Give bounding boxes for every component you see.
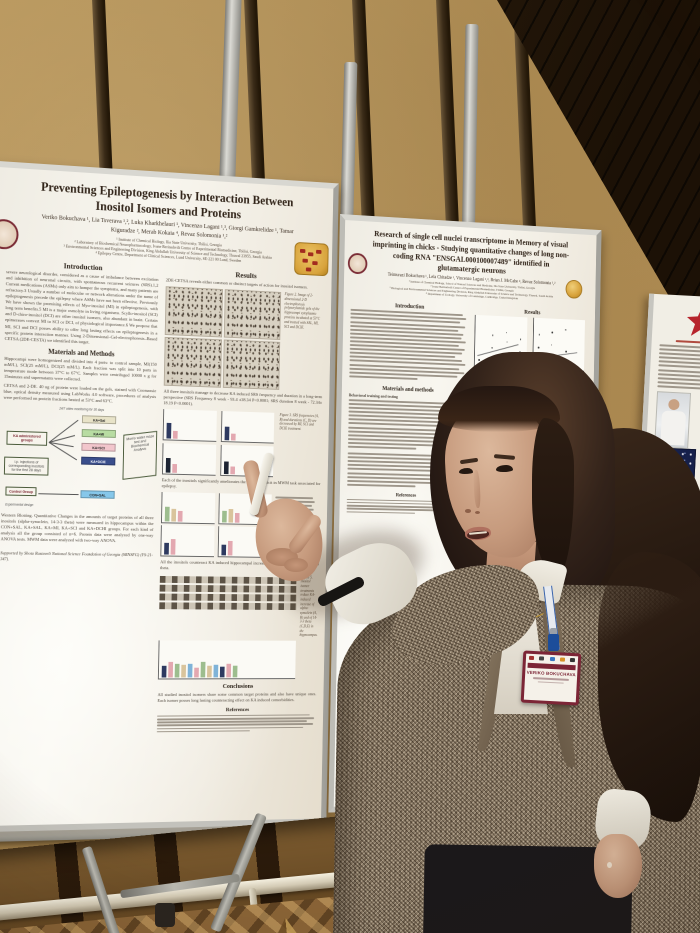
badge-logo-icon bbox=[549, 656, 555, 662]
badge-logo-icon bbox=[569, 657, 576, 663]
eye bbox=[459, 468, 473, 474]
nostril bbox=[465, 509, 471, 513]
lanyard-hook bbox=[550, 628, 557, 635]
folded-fingers bbox=[284, 558, 308, 572]
left-hand bbox=[594, 834, 642, 898]
badge-subtitle-line bbox=[537, 680, 564, 684]
badge-name: VERIKO BOKUCHAVA bbox=[526, 669, 576, 677]
badge-logo-icon bbox=[528, 655, 535, 661]
conference-badge: VERIKO BOKUCHAVA bbox=[520, 650, 582, 706]
presenter-hair bbox=[532, 418, 574, 576]
badge-logo-icon bbox=[539, 656, 545, 661]
caster-wheel bbox=[155, 903, 175, 927]
badge-subtitle-line bbox=[532, 676, 570, 681]
lanyard-clip bbox=[548, 634, 559, 651]
fingernail bbox=[607, 862, 612, 868]
eye bbox=[496, 465, 513, 472]
nostril bbox=[475, 511, 480, 514]
badge-logo-icon bbox=[559, 657, 565, 662]
